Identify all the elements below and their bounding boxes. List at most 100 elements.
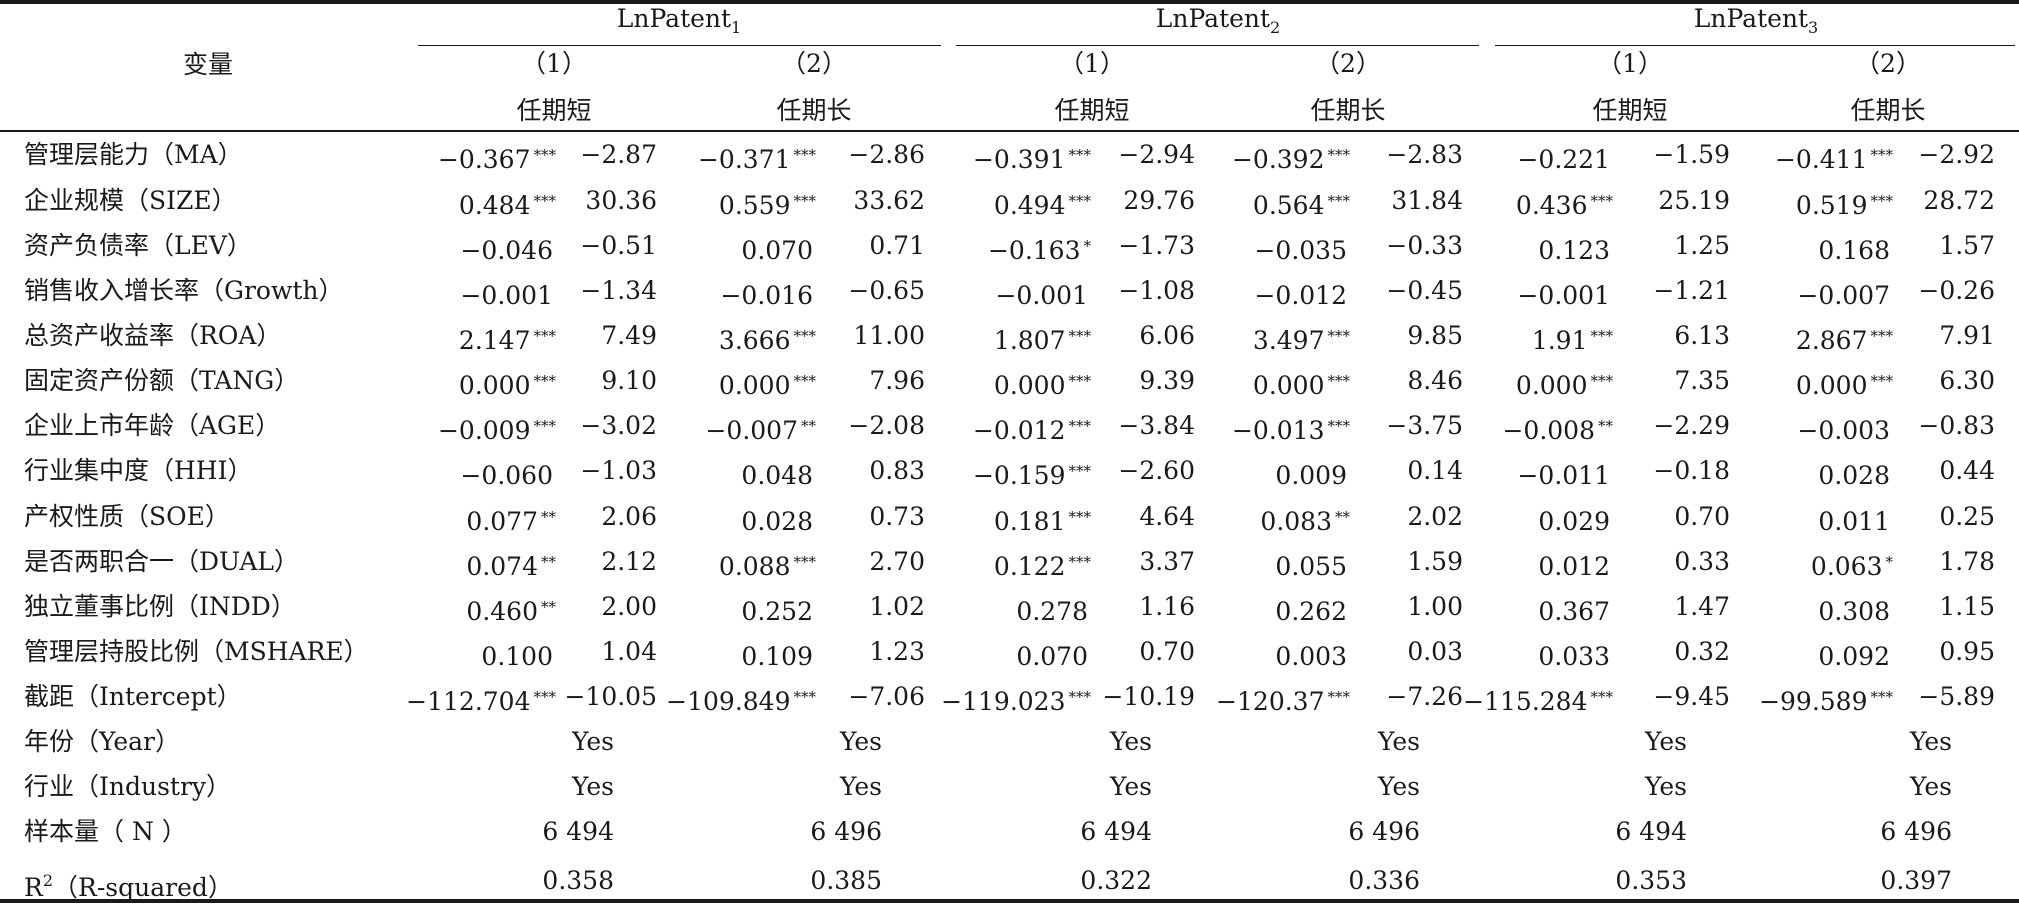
group-title: LnPatent1 [617, 4, 741, 43]
coefficient-cell: −0.007 ** [705, 411, 816, 446]
coefficient-cell: 0.088 *** [719, 547, 816, 582]
significance-stars: ** [541, 508, 556, 526]
coefficient-cell: 0.519 *** [1796, 186, 1893, 221]
t-statistic: 0.73 [869, 502, 925, 531]
r-squared-value: 0.358 [542, 866, 614, 895]
significance-stars: ** [1598, 417, 1613, 435]
coefficient-value: −0.013 [1231, 416, 1325, 445]
coefficient-cell: 1.91 *** [1532, 321, 1613, 356]
row-label: 独立董事比例（INDD） [24, 592, 296, 621]
coefficient-cell: −0.009 *** [438, 411, 556, 446]
group-title-subscript: 3 [1808, 18, 1819, 37]
coefficient-value: 0.100 [481, 642, 553, 671]
coefficient-value: 0.063 [1810, 552, 1883, 581]
t-statistic: −2.94 [1118, 140, 1195, 169]
t-statistic: −2.29 [1653, 411, 1730, 440]
t-statistic: 29.76 [1123, 186, 1195, 215]
t-statistic: −10.05 [564, 682, 657, 711]
significance-stars: *** [533, 146, 557, 164]
column-number: （1） [1059, 49, 1125, 78]
coefficient-cell: 0.028 [1818, 456, 1893, 491]
t-statistic: 1.59 [1407, 547, 1463, 576]
coefficient-value: 0.070 [1016, 642, 1088, 671]
coefficient-value: 0.070 [741, 236, 813, 265]
coefficient-cell: 0.484 *** [459, 186, 556, 221]
t-statistic: 1.23 [869, 637, 925, 666]
summary-value: Yes [1645, 772, 1687, 801]
coefficient-value: 0.564 [1252, 191, 1325, 220]
significance-stars: *** [533, 192, 557, 210]
r-squared-symbol: R [24, 873, 43, 902]
t-statistic: 25.19 [1658, 186, 1730, 215]
coefficient-value: −0.009 [437, 416, 531, 445]
coefficient-cell: 0.278 [1016, 592, 1091, 627]
coefficient-value: 0.048 [741, 461, 813, 490]
coefficient-cell: 2.147 *** [459, 321, 556, 356]
r-squared-text: （R-squared） [53, 873, 233, 902]
t-statistic: 0.44 [1939, 456, 1995, 485]
coefficient-value: −0.367 [437, 145, 531, 174]
coefficient-value: 0.003 [1275, 642, 1347, 671]
coefficient-value: 0.012 [1538, 552, 1610, 581]
significance-stars: ** [541, 598, 556, 616]
coefficient-cell: −0.163 * [988, 231, 1091, 266]
t-statistic: −2.92 [1918, 140, 1995, 169]
significance-stars: *** [1590, 327, 1614, 345]
coefficient-value: −0.159 [972, 461, 1066, 490]
coefficient-cell: 0.168 [1818, 231, 1893, 266]
coefficient-value: 0.000 [1795, 371, 1868, 400]
coefficient-value: 0.009 [1275, 461, 1347, 490]
top-rule [0, 0, 2019, 4]
column-name: 任期长 [1310, 96, 1386, 125]
coefficient-cell: 0.000 *** [994, 366, 1091, 401]
summary-value: 6 496 [1348, 817, 1420, 846]
column-name: 任期短 [1054, 96, 1130, 125]
coefficient-cell: 0.367 [1538, 592, 1613, 627]
coefficient-cell: 0.000 *** [459, 366, 556, 401]
row-label: 总资产收益率（ROA） [24, 321, 282, 350]
t-statistic: 7.96 [869, 366, 925, 395]
significance-stars: *** [793, 192, 817, 210]
coefficient-cell: 0.048 [741, 456, 816, 491]
t-statistic: −0.65 [848, 276, 925, 305]
coefficient-cell: 0.028 [741, 502, 816, 537]
summary-value: Yes [1910, 727, 1952, 756]
t-statistic: −1.34 [580, 276, 657, 305]
coefficient-cell: 0.494 *** [994, 186, 1091, 221]
t-statistic: 7.49 [601, 321, 657, 350]
t-statistic: 1.15 [1939, 592, 1995, 621]
coefficient-cell: −0.016 [720, 276, 816, 311]
coefficient-cell: 0.092 [1818, 637, 1893, 672]
coefficient-value: 0.055 [1275, 552, 1347, 581]
t-statistic: −2.08 [848, 411, 925, 440]
significance-stars: ** [541, 553, 556, 571]
coefficient-cell: −0.012 *** [973, 411, 1091, 446]
coefficient-value: −0.392 [1231, 145, 1325, 174]
summary-value: Yes [840, 727, 882, 756]
coefficient-value: 1.807 [993, 326, 1066, 355]
coefficient-cell: 0.009 [1275, 456, 1350, 491]
coefficient-value: 0.000 [993, 371, 1066, 400]
t-statistic: 1.04 [601, 637, 657, 666]
t-statistic: −3.75 [1386, 411, 1463, 440]
header-rule [0, 130, 2019, 132]
significance-stars: *** [1068, 372, 1092, 390]
coefficient-cell: 0.564 *** [1253, 186, 1350, 221]
t-statistic: 2.02 [1407, 502, 1463, 531]
coefficient-cell: −120.37 *** [1216, 682, 1350, 717]
coefficient-value: 0.028 [1818, 461, 1890, 490]
significance-stars: *** [1068, 508, 1092, 526]
summary-value: 6 494 [542, 817, 614, 846]
coefficient-cell: 1.807 *** [994, 321, 1091, 356]
coefficient-value: 1.91 [1531, 326, 1588, 355]
coefficient-value: 2.867 [1795, 326, 1868, 355]
t-statistic: 0.70 [1139, 637, 1195, 666]
significance-stars: *** [533, 417, 557, 435]
row-label: 产权性质（SOE） [24, 502, 230, 531]
t-statistic: −2.60 [1118, 456, 1195, 485]
t-statistic: −0.33 [1386, 231, 1463, 260]
coefficient-cell: 0.000 *** [1253, 366, 1350, 401]
coefficient-cell: 3.666 *** [719, 321, 816, 356]
coefficient-value: 0.168 [1818, 236, 1890, 265]
